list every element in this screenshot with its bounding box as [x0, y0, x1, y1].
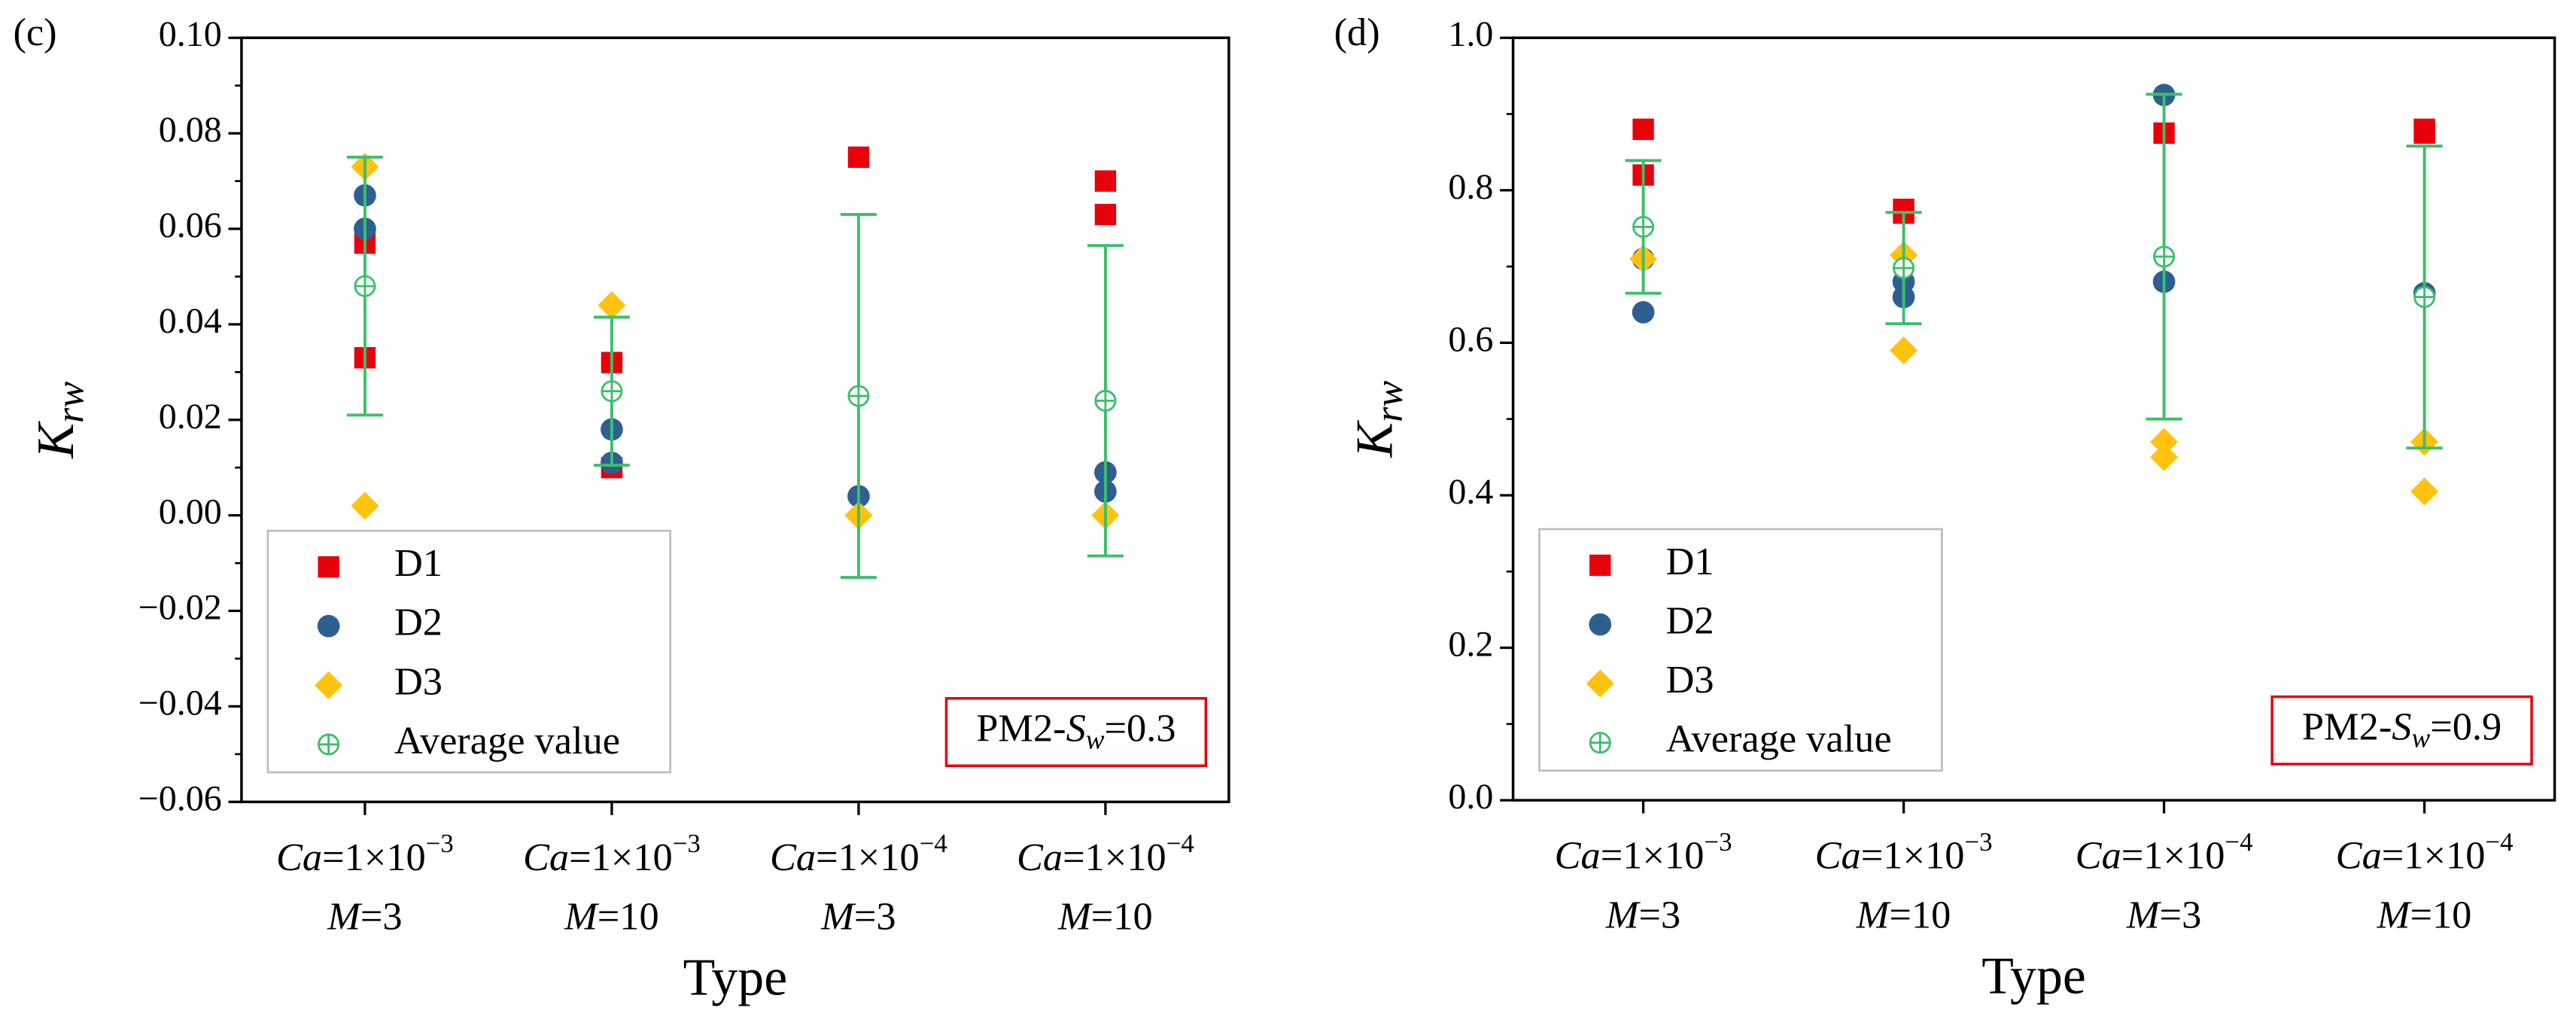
x-tick-label: Ca=1×10−3 [523, 829, 701, 879]
point [847, 146, 870, 169]
average-point [1632, 215, 1655, 238]
legend-marker [1589, 732, 1611, 754]
average-point [601, 380, 623, 403]
annotation: PM2-Sw=0.9 [2302, 705, 2501, 753]
y-tick-label: 0.6 [1448, 319, 1493, 359]
y-tick-label: 0.06 [159, 205, 222, 245]
legend-label: D3 [1666, 658, 1714, 702]
panel-label: (c) [13, 11, 56, 54]
x-tick-label: M=10 [1057, 895, 1153, 939]
legend-marker [1589, 554, 1611, 577]
x-tick-label: M=10 [1856, 893, 1951, 936]
x-tick-label: M=3 [2126, 893, 2201, 936]
y-tick-label: 0.00 [159, 492, 222, 532]
average-point [847, 385, 870, 407]
y-tick-label: 0.04 [159, 301, 222, 341]
y-tick-label: 0.2 [1448, 625, 1493, 665]
x-tick-label: Ca=1×10−3 [1815, 827, 1993, 878]
y-tick-label: 0.0 [1448, 777, 1493, 817]
y-tick-label: 0.10 [159, 14, 222, 54]
legend-label: D1 [1666, 540, 1714, 583]
legend-marker [1586, 669, 1614, 698]
y-axis-title: Krw [27, 382, 92, 459]
x-tick-label: M=3 [1605, 893, 1680, 936]
annotation: PM2-Sw=0.3 [976, 707, 1175, 756]
average-point [1893, 257, 1915, 279]
y-tick-label: −0.06 [138, 778, 222, 818]
point [1632, 118, 1654, 140]
y-tick-label: 0.08 [159, 110, 222, 150]
point [1890, 336, 1918, 365]
x-tick-label: M=3 [327, 895, 402, 939]
legend-marker [318, 733, 340, 756]
legend-label: Average value [394, 719, 620, 763]
y-tick-label: 0.8 [1448, 167, 1493, 207]
point [2413, 122, 2435, 145]
point [2150, 443, 2179, 471]
legend-label: D3 [394, 659, 443, 703]
y-tick-label: −0.04 [138, 683, 222, 723]
average-point [2153, 245, 2176, 268]
y-axis-title: Krw [1346, 381, 1411, 458]
average-point [354, 275, 376, 297]
point [351, 492, 379, 520]
annotation-box [944, 697, 1208, 768]
legend-marker [317, 614, 340, 638]
x-tick-label: Ca=1×10−4 [770, 829, 947, 879]
x-tick-label: Ca=1×10−4 [2336, 827, 2514, 878]
x-axis-title: Type [1981, 947, 2086, 1005]
y-tick-label: 0.02 [159, 397, 222, 437]
x-tick-label: Ca=1×10−3 [1555, 827, 1732, 878]
point [2410, 477, 2439, 506]
point [1094, 203, 1117, 226]
legend-marker [1589, 613, 1612, 636]
average-point [1094, 389, 1117, 412]
average-point [2413, 286, 2436, 309]
y-tick-label: 1.0 [1448, 14, 1493, 54]
legend-label: D2 [394, 601, 443, 644]
legend-label: D1 [394, 541, 443, 585]
x-tick-label: Ca=1×10−4 [2076, 827, 2253, 878]
x-tick-label: Ca=1×10−4 [1017, 829, 1194, 879]
point [1632, 301, 1655, 324]
legend-label: D2 [1666, 599, 1714, 643]
annotation-box [2270, 695, 2533, 766]
panel-label: (d) [1334, 11, 1380, 54]
x-axis-title: Type [683, 948, 788, 1006]
y-tick-label: −0.02 [138, 588, 222, 628]
x-tick-label: M=10 [564, 895, 659, 939]
x-tick-label: M=10 [2377, 893, 2472, 936]
legend-marker [318, 556, 339, 578]
point [1094, 170, 1117, 192]
x-tick-label: M=3 [820, 895, 896, 939]
legend-label: Average value [1666, 717, 1892, 761]
y-tick-label: 0.4 [1448, 472, 1493, 512]
x-tick-label: Ca=1×10−3 [276, 829, 454, 879]
point [598, 291, 626, 320]
